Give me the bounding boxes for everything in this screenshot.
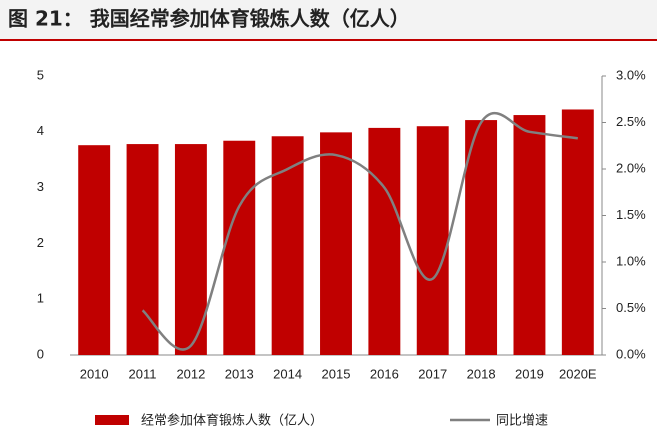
legend-label: 经常参加体育锻炼人数（亿人） <box>141 413 323 427</box>
x-tick-label: 2011 <box>129 366 157 381</box>
bar <box>174 144 207 355</box>
y-tick-label: 0 <box>37 346 44 361</box>
x-tick-label: 2018 <box>467 366 496 381</box>
line <box>141 112 578 351</box>
x-tick-label: 2020E <box>559 366 597 381</box>
x-tick-label: 2010 <box>80 366 109 381</box>
y2-tick-label: 3.0% <box>616 67 646 82</box>
bar <box>416 126 449 355</box>
y-tick-label: 1 <box>37 291 44 306</box>
bar <box>320 132 352 355</box>
x-tick-label: 2015 <box>322 366 351 381</box>
y-tick-label: 4 <box>37 123 44 138</box>
y2-tick-label: 0.0% <box>616 346 646 361</box>
x-tick-label: 2017 <box>418 366 447 381</box>
x-tick-label: 2012 <box>176 366 205 381</box>
bar <box>126 144 159 355</box>
y2-tick-label: 2.5% <box>616 114 646 129</box>
y-tick-label: 3 <box>37 179 44 194</box>
legend-label: 同比增速 <box>496 414 548 427</box>
legend-swatch <box>95 415 129 425</box>
bar <box>368 127 401 355</box>
x-tick-label: 2019 <box>515 366 544 381</box>
bar <box>561 109 594 355</box>
y2-tick-label: 2.0% <box>616 160 646 175</box>
bar <box>78 145 111 355</box>
y2-tick-label: 1.0% <box>616 253 646 268</box>
title-band <box>0 0 657 40</box>
chart-title: 图 21： 我国经常参加体育锻炼人数（亿人） <box>8 7 410 31</box>
y2-tick-label: 1.5% <box>616 207 646 222</box>
bar <box>223 140 256 355</box>
y-tick-label: 2 <box>37 235 44 250</box>
x-tick-label: 2014 <box>273 366 302 381</box>
y-tick-label: 5 <box>37 67 44 82</box>
bar <box>465 120 498 355</box>
x-tick-label: 2016 <box>370 366 399 381</box>
bar <box>513 115 546 355</box>
y2-tick-label: 0.5% <box>616 300 646 315</box>
x-tick-label: 2013 <box>225 366 254 381</box>
